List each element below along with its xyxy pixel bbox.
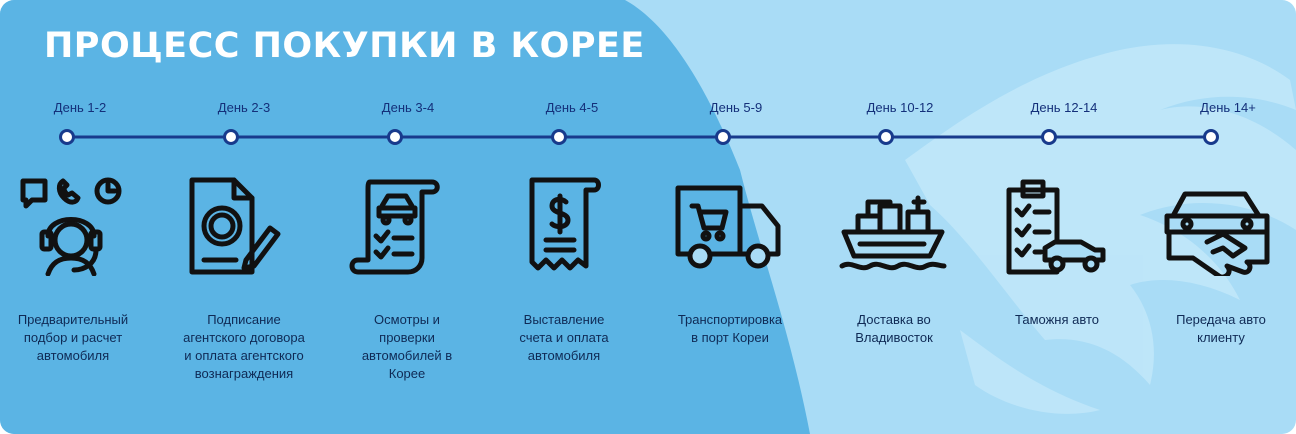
step-label-line: Владивосток [855, 330, 933, 345]
cargo-ship-icon [839, 195, 947, 271]
timeline-dot [551, 129, 567, 145]
timeline-dot [1041, 129, 1057, 145]
step-label: Выставление счета и оплата автомобиля [489, 311, 639, 365]
contract-signing-icon [189, 177, 281, 275]
step-label: Доставка во Владивосток [819, 311, 969, 347]
timeline-dot [1203, 129, 1219, 145]
step-label: Таможня авто [982, 311, 1132, 329]
timeline [59, 129, 1219, 145]
step-label-line: Выставление [523, 312, 605, 327]
step-label-line: агентского договора [183, 330, 305, 345]
customs-clipboard-icon [1006, 179, 1106, 275]
step-label-line: в порт Кореи [691, 330, 769, 345]
step-label-line: автомобиля [527, 348, 601, 363]
step-label-line: Доставка во [857, 312, 931, 327]
step-day: День 10-12 [866, 100, 934, 115]
step-label: Предварительный подбор и расчет автомоби… [0, 311, 148, 365]
page-title: ПРОЦЕСС ПОКУПКИ В КОРЕЕ [44, 26, 645, 66]
step-label-line: автомобилей в [361, 348, 453, 363]
step-label-line: Предварительный [17, 312, 129, 327]
step-day: День 5-9 [709, 100, 763, 115]
timeline-dot [878, 129, 894, 145]
step-label: Передача авто клиенту [1146, 311, 1296, 347]
step-day: День 2-3 [217, 100, 271, 115]
timeline-dot [387, 129, 403, 145]
step-label-line: Осмотры и [374, 312, 440, 327]
step-label-line: клиенту [1197, 330, 1245, 345]
step-label-line: Транспортировка [677, 312, 783, 327]
invoice-receipt-icon [529, 177, 601, 271]
step-day: День 14+ [1200, 100, 1256, 115]
bird-watermark [905, 44, 1296, 414]
timeline-dot [715, 129, 731, 145]
car-handover-icon [1164, 191, 1270, 276]
step-label: Подписание агентского договора и оплата … [169, 311, 319, 383]
delivery-truck-icon [675, 185, 781, 269]
step-label-line: вознаграждения [194, 366, 294, 381]
timeline-dot [223, 129, 239, 145]
step-day: День 4-5 [545, 100, 599, 115]
step-day: День 3-4 [381, 100, 435, 115]
step-label-line: и оплата агентского [184, 348, 304, 363]
step-day: День 1-2 [53, 100, 107, 115]
step-label-line: Подписание [207, 312, 281, 327]
step-label-line: подбор и расчет [23, 330, 123, 345]
consultant-headset-icon [20, 177, 122, 276]
step-label-line: автомобиля [36, 348, 110, 363]
step-label-line: счета и оплата [519, 330, 609, 345]
step-label-line: Таможня авто [1014, 312, 1100, 327]
step-label: Осмотры и проверки автомобилей в Корее [332, 311, 482, 383]
step-label: Транспортировка в порт Кореи [655, 311, 805, 347]
step-day: День 12-14 [1030, 100, 1098, 115]
step-label-line: Передача авто [1176, 312, 1266, 327]
timeline-dot [59, 129, 75, 145]
step-label-line: Корее [388, 366, 426, 381]
inspection-checklist-icon [349, 179, 440, 275]
step-label-line: проверки [379, 330, 435, 345]
